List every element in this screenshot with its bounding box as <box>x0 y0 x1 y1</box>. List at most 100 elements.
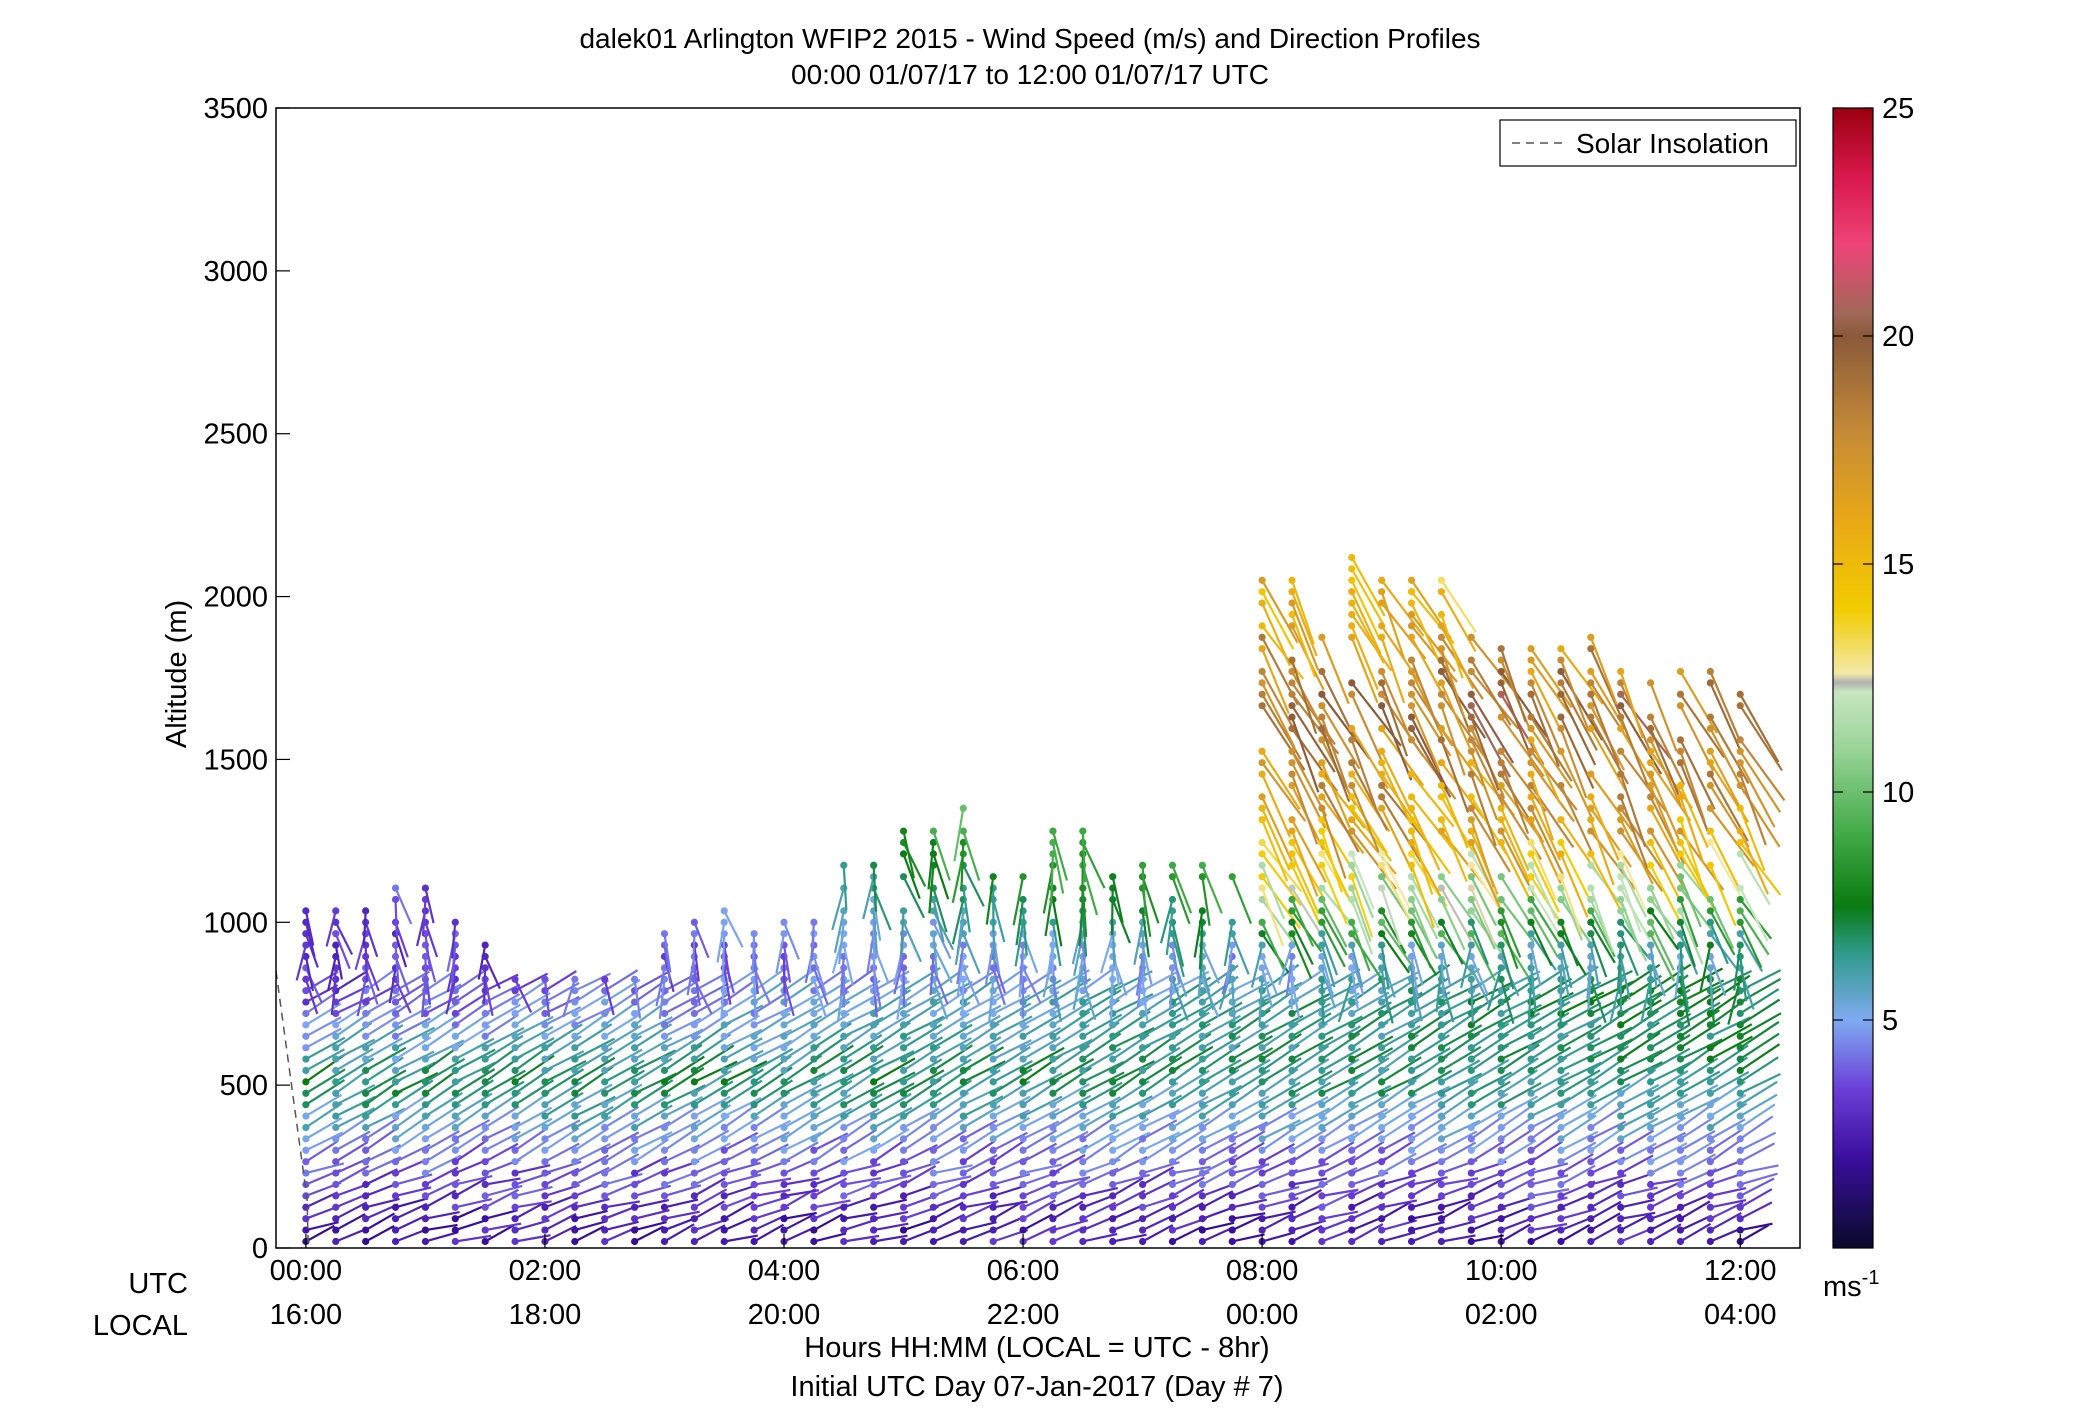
wind-barb-point <box>899 1101 908 1109</box>
wind-barb-point <box>810 1192 818 1200</box>
wind-barb-shaft <box>1440 1004 1483 1026</box>
wind-barb-shaft <box>663 994 700 1015</box>
wind-barb-shaft <box>783 1177 820 1186</box>
wind-barb-point <box>899 1112 908 1120</box>
wind-barb-shaft <box>932 944 953 984</box>
wind-barb-point <box>1348 1009 1356 1018</box>
wind-barb-shaft <box>1739 956 1748 1002</box>
wind-barb-shaft <box>1620 991 1663 1015</box>
wind-barb-point <box>929 1180 938 1189</box>
wind-barb-shaft <box>693 1060 738 1083</box>
wind-barb-shaft <box>1560 1141 1597 1163</box>
wind-barb-shaft <box>843 1107 880 1129</box>
wind-barb-shaft <box>962 830 981 881</box>
wind-barb-point <box>1348 816 1356 824</box>
wind-barb-shaft <box>1171 1118 1210 1140</box>
wind-barb-shaft <box>1142 1119 1178 1140</box>
wind-barb-shaft <box>1590 1026 1633 1049</box>
wind-barb-shaft <box>1261 773 1292 838</box>
wind-barb-shaft <box>833 910 845 954</box>
wind-barb-shaft <box>1052 969 1090 992</box>
wind-barb-point <box>1467 964 1475 972</box>
wind-barb-shaft <box>1470 1115 1505 1140</box>
wind-barb-shaft <box>1709 910 1736 956</box>
wind-barb-shaft <box>574 1154 609 1175</box>
wind-barb-point <box>1049 1032 1057 1040</box>
wind-barb-point <box>1646 713 1655 721</box>
wind-barb-point <box>899 1123 908 1132</box>
wind-barb-point <box>1646 781 1655 790</box>
wind-barb-point <box>481 941 489 949</box>
wind-barb-point <box>1168 1066 1177 1075</box>
wind-barb-point <box>451 1135 459 1143</box>
wind-barb-shaft <box>1321 1115 1356 1140</box>
wind-barb-point <box>1706 918 1714 926</box>
wind-barb-point <box>1437 998 1446 1006</box>
wind-barb-shaft <box>962 1014 1001 1038</box>
wind-barb-shaft <box>1291 921 1314 965</box>
wind-barb-shaft <box>1201 1164 1238 1186</box>
wind-barb-shaft <box>634 1209 670 1220</box>
wind-barb-point <box>1407 576 1416 584</box>
wind-barb-shaft <box>424 1189 457 1209</box>
wind-barb-shaft <box>450 944 457 984</box>
wind-barb-shaft <box>514 1127 548 1152</box>
wind-barb-point <box>959 1180 967 1189</box>
wind-barb-shaft <box>1559 750 1593 818</box>
wind-barb-point <box>1198 1066 1206 1075</box>
wind-barb-shaft <box>1231 1164 1267 1186</box>
wind-barb-point <box>1676 861 1685 869</box>
wind-barb-point <box>1258 884 1266 892</box>
wind-barb-shaft <box>1261 693 1302 761</box>
wind-barb-shaft <box>813 1232 847 1243</box>
wind-barb-point <box>1527 930 1535 938</box>
wind-barb-shaft <box>484 1069 526 1095</box>
wind-barb-shaft <box>813 1199 851 1209</box>
wind-barb-shaft <box>872 865 878 912</box>
wind-barb-point <box>1198 1044 1206 1052</box>
wind-barb-shaft <box>1649 944 1658 988</box>
wind-barb-point <box>1407 1021 1416 1029</box>
wind-barb-shaft <box>1380 864 1411 921</box>
wind-barb-point <box>1318 1158 1326 1166</box>
wind-barb-point <box>601 1146 609 1154</box>
wind-barb-point <box>391 1089 400 1097</box>
wind-barb-point <box>1676 747 1685 755</box>
wind-barb-shaft <box>1410 579 1453 640</box>
wind-barb-point <box>541 975 549 983</box>
wind-barb-shaft <box>335 1038 376 1061</box>
wind-barb-point <box>1138 1169 1147 1177</box>
wind-barb-shaft <box>1590 1200 1622 1220</box>
wind-barb-shaft <box>1560 1153 1594 1175</box>
wind-barb-point <box>1646 1101 1655 1109</box>
wind-barb-shaft <box>1650 1116 1687 1140</box>
wind-barb-point <box>1348 679 1356 687</box>
wind-barb-shaft <box>951 899 965 945</box>
wind-barb-point <box>511 1169 519 1177</box>
wind-barb-point <box>1467 690 1475 698</box>
wind-barb-point <box>1407 588 1416 596</box>
wind-barb-point <box>1467 850 1475 858</box>
wind-barb-point <box>1497 1021 1505 1029</box>
colorbar-tick-label: 25 <box>1882 93 1914 125</box>
wind-barb-point <box>1587 645 1595 653</box>
wind-barb-point <box>1288 610 1296 619</box>
wind-barb-point <box>1019 1215 1027 1223</box>
wind-barb-point <box>899 1021 908 1029</box>
wind-barb-shaft <box>1679 933 1699 975</box>
wind-barb-point <box>1407 1146 1416 1154</box>
wind-barb-shaft <box>1321 1210 1359 1220</box>
wind-barb-shaft <box>1619 727 1658 790</box>
x-tick-label-local: 20:00 <box>748 1299 821 1331</box>
wind-barb-point <box>1288 952 1296 961</box>
wind-barb-point <box>1437 816 1446 824</box>
y-tick-label: 1000 <box>203 907 268 939</box>
x-axis-label: Hours HH:MM (LOCAL = UTC - 8hr) <box>804 1332 1269 1364</box>
wind-barb-point <box>720 1146 728 1154</box>
wind-barb-point <box>1557 781 1565 790</box>
wind-barb-shaft <box>1709 671 1741 742</box>
wind-barb-shaft <box>514 1164 551 1175</box>
wind-barb-point <box>332 1135 340 1143</box>
wind-barb-point <box>1198 1021 1206 1029</box>
wind-barb-shaft <box>723 1060 768 1083</box>
